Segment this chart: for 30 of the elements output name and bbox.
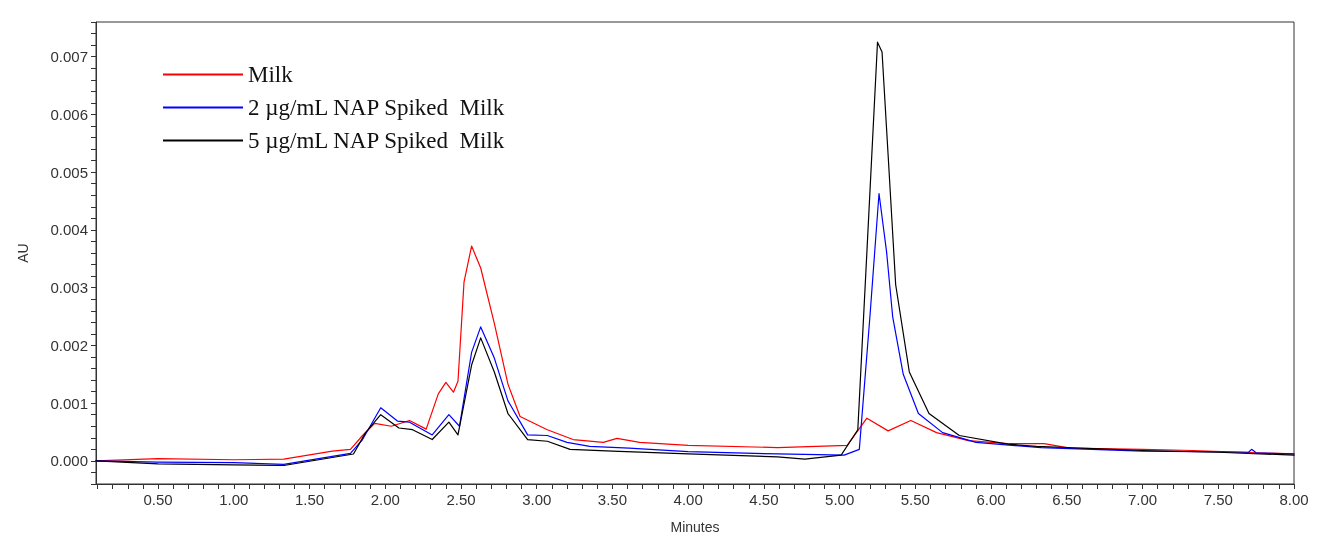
x-tick-label: 6.50	[1052, 491, 1082, 508]
x-tick-label: 4.50	[749, 491, 779, 508]
x-tick-label: 6.00	[976, 491, 1006, 508]
y-tick-label: 0.001	[50, 394, 88, 412]
y-tick-label: 0.007	[50, 48, 88, 66]
y-tick-label: 0.005	[50, 163, 88, 181]
x-tick-label: 4.00	[673, 491, 703, 508]
legend-label: 2 µg/mL NAP Spiked Milk	[248, 95, 505, 120]
line-series	[95, 41, 1295, 467]
legend-label: Milk	[248, 62, 294, 87]
x-tick-label: 3.50	[597, 491, 628, 508]
x-tick-label: 5.00	[825, 491, 855, 508]
x-tick-label: 2.50	[446, 491, 476, 508]
y-tick-label: 0.002	[50, 336, 88, 354]
x-tick-label: 1.00	[219, 491, 249, 508]
y-axis-title: AU	[15, 243, 31, 263]
legend-label: 5 µg/mL NAP Spiked Milk	[248, 128, 505, 153]
y-tick-label: 0.000	[50, 452, 88, 470]
x-axis-title: Minutes	[670, 519, 720, 535]
x-tick-label: 2.00	[370, 491, 400, 508]
x-tick-label: 7.50	[1203, 491, 1233, 508]
y-tick-label: 0.006	[50, 105, 88, 123]
x-tick-label: 0.50	[143, 491, 173, 508]
x-tick-label: 1.50	[294, 491, 325, 508]
y-tick-label: 0.003	[50, 279, 88, 297]
x-tick-label: 7.00	[1127, 491, 1158, 508]
x-tick-label: 3.00	[522, 491, 552, 508]
x-tick-label: 8.00	[1279, 491, 1309, 508]
x-tick-label: 5.50	[900, 491, 930, 508]
y-tick-label: 0.004	[50, 221, 88, 239]
